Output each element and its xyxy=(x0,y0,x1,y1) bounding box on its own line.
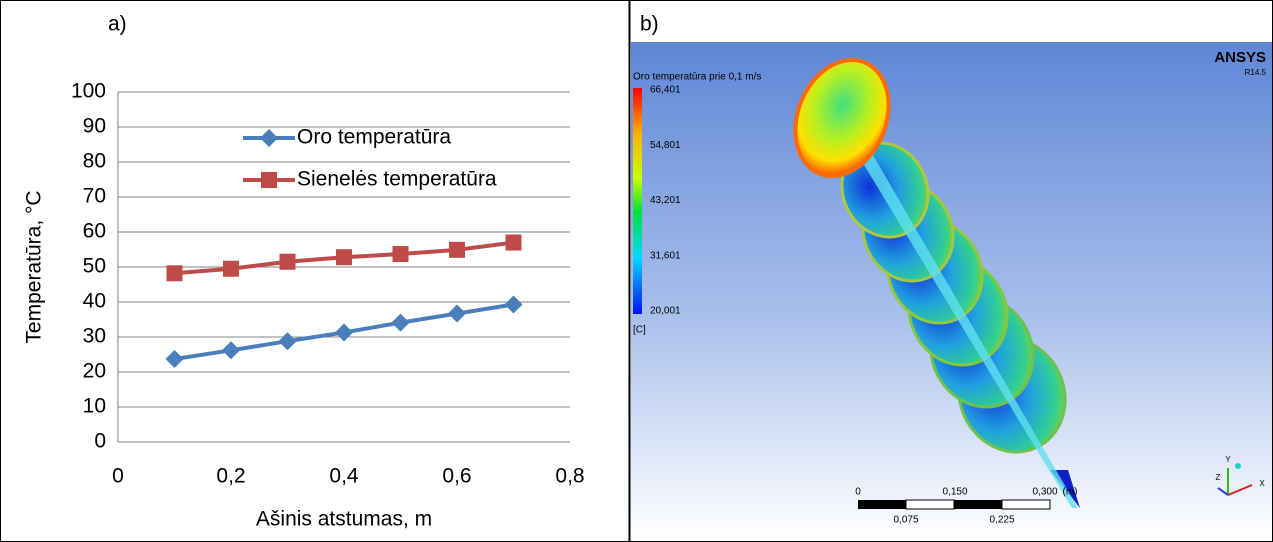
marker xyxy=(336,249,352,265)
colorbar-label: 31,601 xyxy=(650,250,681,261)
colorbar-label: 66,401 xyxy=(650,85,681,96)
x-tick-label: 0 xyxy=(112,465,124,488)
marker xyxy=(279,332,297,350)
brand: ANSYS xyxy=(1214,49,1266,66)
marker xyxy=(223,261,239,277)
y-tick-label: 20 xyxy=(83,360,106,383)
marker xyxy=(167,265,183,281)
x-tick-label: 0,4 xyxy=(329,465,359,488)
y-tick-label: 0 xyxy=(94,430,106,453)
x-tick-label: 0,2 xyxy=(216,465,245,488)
marker xyxy=(449,242,465,258)
colorbar-label: 20,001 xyxy=(650,306,681,317)
y-tick-label: 100 xyxy=(71,80,106,103)
colorbar-label: 43,201 xyxy=(650,195,681,206)
marker xyxy=(506,235,522,251)
colorbar xyxy=(633,88,642,314)
legend-title: Oro temperatūra prie 0,1 m/s xyxy=(633,72,761,83)
x-tick-label: 0,6 xyxy=(442,465,471,488)
marker xyxy=(393,246,409,262)
triad-label: Z xyxy=(1216,473,1221,482)
y-tick-label: 50 xyxy=(83,255,106,278)
y-tick-label: 70 xyxy=(83,185,106,208)
scale-bar xyxy=(858,500,906,509)
scale-label: 0 xyxy=(855,487,861,498)
y-tick-label: 80 xyxy=(83,150,106,173)
scale-bar xyxy=(906,500,954,509)
panel-label: a) xyxy=(108,13,127,36)
y-tick-label: 60 xyxy=(83,220,106,243)
colorbar-label: 54,801 xyxy=(650,140,681,151)
triad-label: X xyxy=(1259,479,1265,488)
x-axis-label: Ašinis atstumas, m xyxy=(256,508,432,531)
scale-bar xyxy=(1002,500,1050,509)
chart-panel: a) 0 10 20 30 40 50 60 70 80 90 100 0 0,2 0,4 0,6 0,8 Aši… xyxy=(23,13,585,531)
y-axis-label: Temperatūra, °C xyxy=(23,190,46,343)
version: R14.5 xyxy=(1245,68,1267,77)
marker xyxy=(166,350,184,368)
legend-label: Sienelės temperatūra xyxy=(297,168,497,191)
page: {"chart_data": {"type": "line", "panel_l… xyxy=(0,0,1273,542)
marker xyxy=(335,323,353,341)
marker xyxy=(280,254,296,270)
marker xyxy=(448,305,466,323)
y-tick-label: 90 xyxy=(83,115,106,138)
triad-dot xyxy=(1235,463,1241,469)
simulation-panel: b) Oro temperatūra prie 0,1 m/s 66,401 54… xyxy=(631,13,1272,541)
scale-label: 0,300 xyxy=(1032,487,1057,498)
scale-label: 0,150 xyxy=(942,487,967,498)
unit: [C] xyxy=(633,325,646,336)
marker xyxy=(392,314,410,332)
scale-label: 0,075 xyxy=(893,515,918,526)
y-tick-label: 30 xyxy=(83,325,106,348)
figure: a) 0 10 20 30 40 50 60 70 80 90 100 0 0,2 0,4 0,6 0,8 Aši… xyxy=(0,0,1273,542)
legend-label: Oro temperatūra xyxy=(297,126,451,149)
legend-marker xyxy=(261,172,277,188)
legend-marker xyxy=(260,129,278,147)
marker xyxy=(505,295,523,313)
triad-label: Y xyxy=(1225,455,1231,464)
panel-label: b) xyxy=(640,13,659,36)
scale-label: (m) xyxy=(1063,487,1078,498)
y-tick-label: 10 xyxy=(83,395,106,418)
x-tick-label: 0,8 xyxy=(555,465,584,488)
marker xyxy=(222,341,240,359)
scale-bar xyxy=(954,500,1002,509)
y-tick-label: 40 xyxy=(83,290,106,313)
scale-label: 0,225 xyxy=(989,515,1014,526)
